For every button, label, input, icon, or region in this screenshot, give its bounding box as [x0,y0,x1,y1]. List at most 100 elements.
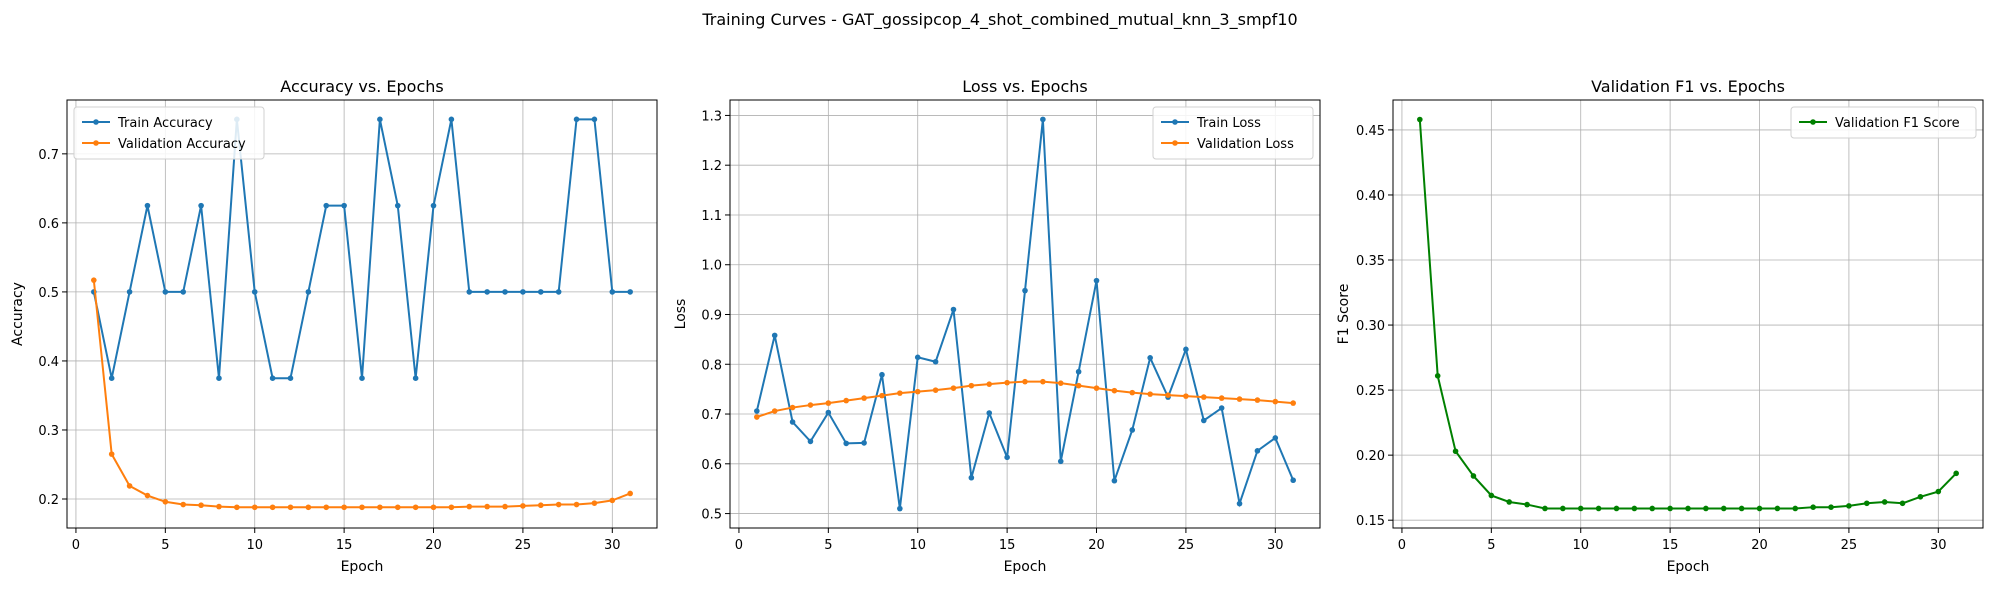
loss-series-1-point [825,400,832,406]
f1-legend-marker [1810,119,1816,125]
loss-series-0-point [1290,477,1296,484]
accuracy-series-1-point [502,503,508,510]
accuracy-series-0-point [126,289,133,295]
accuracy-series-1-point [144,492,151,499]
f1-series-0-point [1613,505,1620,512]
f1-y-tick-label: 0.40 [1356,189,1385,204]
accuracy-legend-label: Train Accuracy [117,116,213,131]
accuracy-series-0-point [359,375,365,382]
loss-series-1-point [968,382,975,389]
loss-series-1-point [986,381,993,387]
accuracy-series-1-point [269,504,276,511]
accuracy-series-0-point [162,289,169,295]
loss-series-0-point [807,438,814,445]
loss-series-1-point [1183,393,1189,399]
accuracy-series-1-point [573,501,580,508]
accuracy-series-line-1 [92,280,631,509]
accuracy-series-1-point [520,503,526,509]
accuracy-x-tick-label: 25 [515,538,532,553]
accuracy-series-0-point [323,202,330,209]
loss-series-0-point [1200,417,1207,424]
accuracy-series-0-point [484,289,490,295]
accuracy-legend-box [73,106,265,160]
loss-y-tick-label: 1.0 [701,259,722,274]
loss-series-0-point [986,410,993,416]
accuracy-series-1-point [412,504,419,511]
accuracy-series-1-point [591,500,598,506]
loss-series-1-point [1218,395,1225,401]
f1-x-axis-label: Epoch [1667,559,1710,575]
accuracy-series-0-point [108,375,115,382]
loss-series-1-point [950,385,957,391]
f1-legend-label: Validation F1 Score [1835,116,1960,131]
f1-series-0-point [1685,505,1691,512]
accuracy-series-1-point [430,504,437,511]
f1-y-tick-label: 0.35 [1356,254,1385,269]
loss-series-1-point [1004,379,1010,386]
loss-series-0-point [1004,454,1010,461]
f1-series-0-point [1738,505,1745,512]
loss-series-1-point [807,402,814,408]
loss-series-0-point [1218,405,1225,411]
f1-legend-box [1790,106,1977,139]
f1-series-0-point [1792,505,1799,512]
loss-series-1-point [1093,385,1100,391]
accuracy-x-tick-label: 30 [604,538,621,553]
loss-series-1-point [1272,398,1279,405]
loss-series-0-point [1183,346,1189,353]
f1-series-0-point [1935,488,1942,495]
loss-x-axis-label: Epoch [1004,559,1047,575]
f1-x-tick-label: 25 [1841,538,1858,553]
loss-series-1-point [1129,389,1136,396]
loss-grid [730,100,1320,528]
f1-series-line-0 [1418,119,1957,510]
f1-y-tick-label: 0.20 [1356,449,1385,464]
loss-chart-title: Loss vs. Epochs [962,77,1087,96]
loss-series-0-point [754,408,760,414]
f1-y-tick-label: 0.15 [1356,514,1385,529]
loss-series-0-point [1272,435,1279,441]
accuracy-series-1-point [162,498,169,505]
accuracy-series-0-point [305,289,312,295]
loss-series-0-point [1236,500,1243,507]
accuracy-series-0-point [198,202,204,209]
loss-legend-label: Validation Loss [1197,137,1294,152]
loss-y-tick-label: 1.1 [701,209,722,224]
f1-x-tick-label: 10 [1572,538,1589,553]
accuracy-legend-label: Validation Accuracy [118,137,246,152]
accuracy-series-0-point [144,202,151,209]
accuracy-series-0-point [341,202,347,209]
accuracy-series-1-point [323,504,330,511]
accuracy-axes-frame [66,99,658,529]
f1-series-0-point [1577,505,1584,512]
accuracy-series-1-point [287,504,294,511]
f1-series-0-point [1953,470,1959,477]
accuracy-x-axis-label: Epoch [341,559,384,575]
loss-series-1-point [754,414,760,420]
accuracy-series-0-point [555,289,562,295]
loss-series-0-point [932,358,939,365]
f1-x-tick-label: 5 [1487,538,1495,553]
accuracy-y-tick-label: 0.4 [38,355,59,370]
accuracy-series-1-point [377,504,383,511]
loss-y-tick-label: 1.3 [701,109,722,124]
loss-x-tick-label: 10 [909,538,926,553]
loss-axes-frame [729,99,1321,529]
loss-series-0-point [1075,368,1082,375]
accuracy-series-0-point [412,375,419,382]
f1-x-tick-label: 0 [1398,538,1406,553]
accuracy-y-axis-label: Accuracy [10,282,26,346]
loss-series-0-point [771,332,778,339]
loss-series-1-point [914,388,921,395]
f1-series-0-point [1863,500,1870,507]
loss-series-0-point [843,440,850,447]
loss-series-0-point [897,505,903,512]
loss-y-tick-label: 0.9 [701,308,722,323]
accuracy-y-tick-label: 0.6 [38,217,59,232]
loss-legend-box [1152,106,1314,160]
accuracy-legend: Train Accuracy Validation Accuracy [73,106,265,160]
loss-series-1-point [789,404,796,411]
loss-series-1-point [1236,396,1243,402]
loss-series-0-point [1093,277,1100,284]
accuracy-y-tick-label: 0.7 [38,148,59,163]
